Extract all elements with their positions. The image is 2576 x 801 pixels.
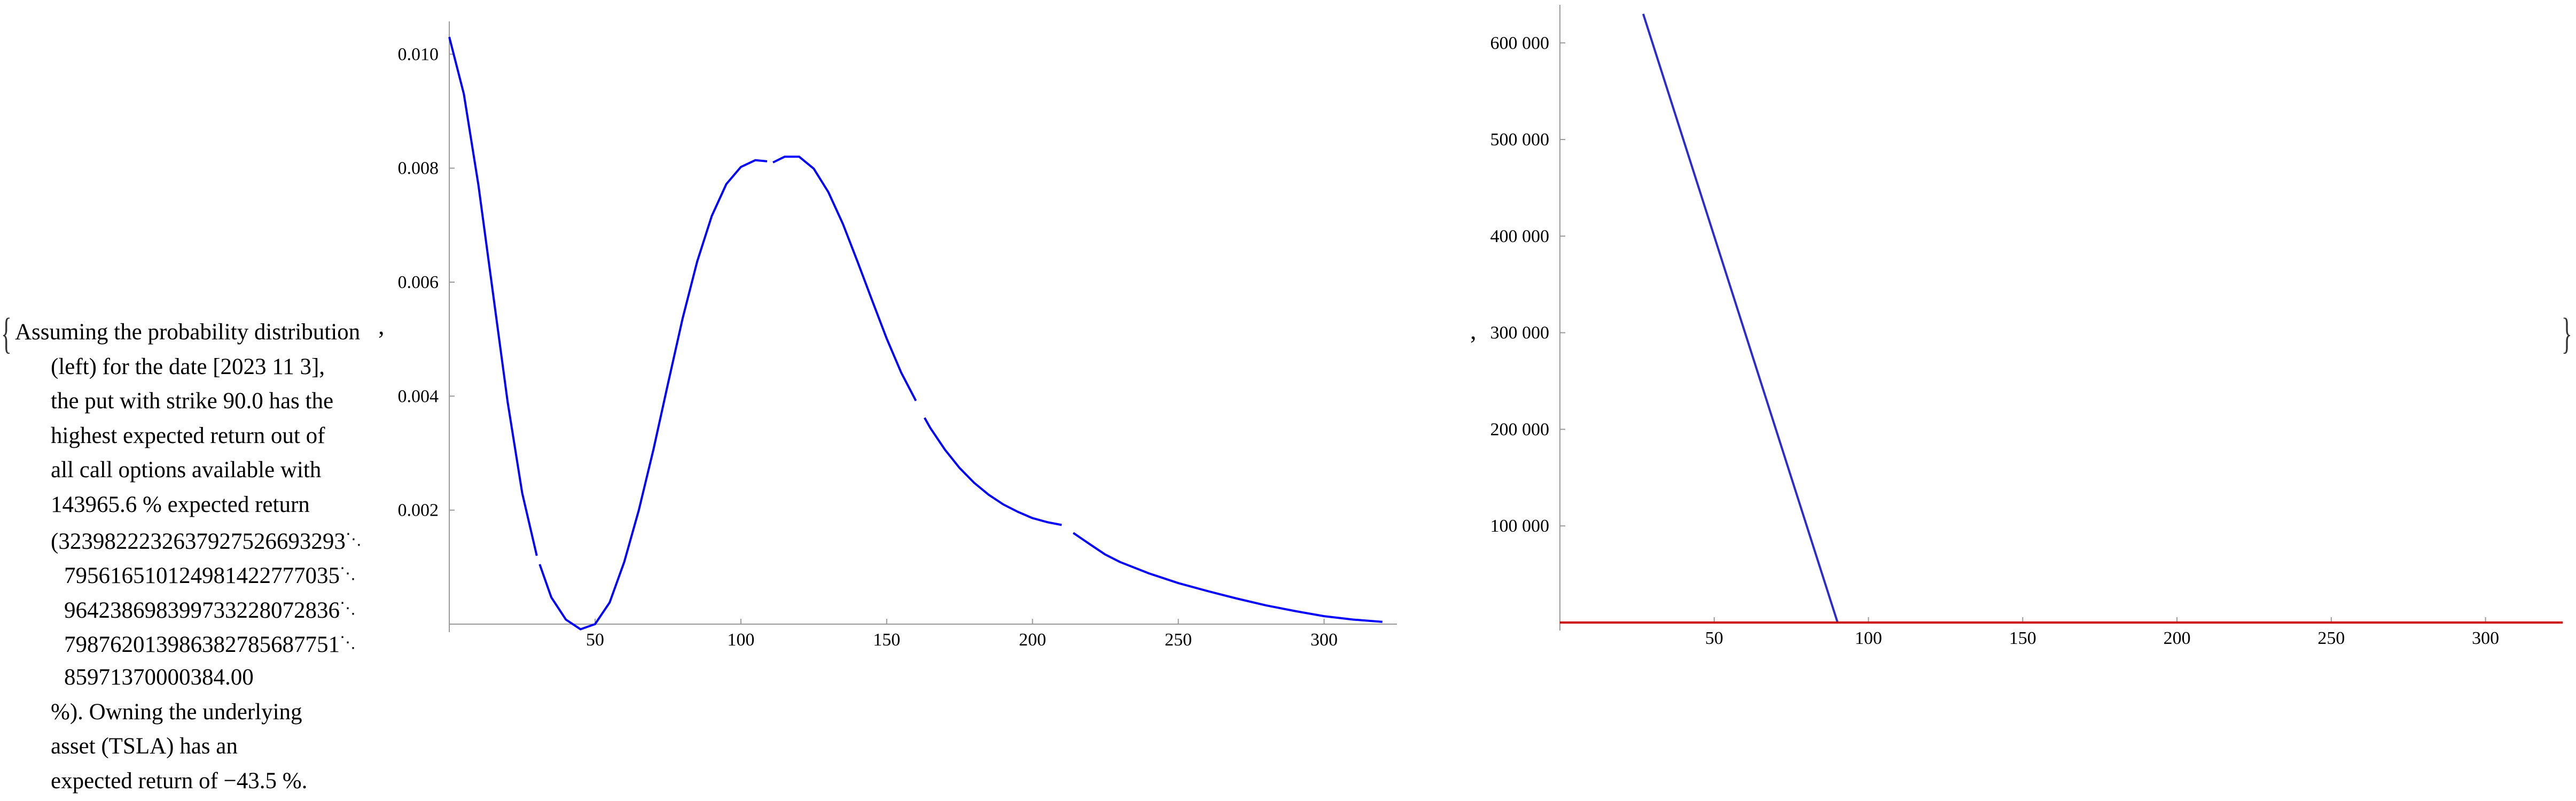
open-brace: { <box>1 309 12 357</box>
chart-0-series-0-line <box>538 159 768 631</box>
chart-0-x-tick-label: 300 <box>1310 630 1338 650</box>
line-continuation-mark: ⋱ <box>340 565 356 583</box>
description-line: Assuming the probability distribution <box>15 320 361 345</box>
chart-0-y-tick-label: 0.006 <box>398 273 439 292</box>
description-line: (left) for the date [2023 11 3], <box>51 354 325 379</box>
description-line: 795616510124981422777035⋱ <box>64 563 356 589</box>
chart-0-series-0-line <box>448 36 538 556</box>
description-line: all call options available with <box>51 457 322 483</box>
chart-0-y-tick-label: 0.008 <box>398 159 439 178</box>
description-line: 798762013986382785687751⋱ <box>64 632 356 658</box>
chart-0-y-tick-label: 0.002 <box>398 501 439 520</box>
description-line: 143965.6 % expected return <box>51 492 310 517</box>
chart-0-y-tick-label: 0.004 <box>398 386 439 406</box>
chart-0-series-0-line <box>772 155 917 401</box>
chart-0-series-0-line <box>1072 532 1383 623</box>
line-continuation-mark: ⋱ <box>340 599 356 617</box>
line-continuation-mark: ⋱ <box>345 530 362 548</box>
description-line: 85971370000384.00 <box>64 665 254 690</box>
chart-0-x-tick-label: 50 <box>586 630 604 650</box>
description-line: 964238698399733228072836⋱ <box>64 597 356 623</box>
chart-0-x-tick-label: 200 <box>1019 630 1046 650</box>
description-line: (3239822232637927526693293⋱ <box>51 528 362 554</box>
chart-0-x-tick-label: 250 <box>1165 630 1192 650</box>
separator-comma-2: , <box>1470 317 1477 344</box>
chart-0-series-0-line <box>923 417 1062 526</box>
separator-comma-1: , <box>378 312 385 339</box>
chart-0-y-tick-label: 0.010 <box>398 44 439 64</box>
chart-0-x-tick-label: 100 <box>727 630 754 650</box>
description-line: the put with strike 90.0 has the <box>51 388 334 414</box>
description-line: highest expected return out of <box>51 423 325 448</box>
close-brace: } <box>2562 309 2572 357</box>
description-line: expected return of −43.5 %. <box>51 768 308 794</box>
description-line: asset (TSLA) has an <box>51 734 238 759</box>
chart-0-x-tick-label: 150 <box>873 630 900 650</box>
line-continuation-mark: ⋱ <box>340 634 356 652</box>
description-line: %). Owning the underlying <box>51 699 302 725</box>
